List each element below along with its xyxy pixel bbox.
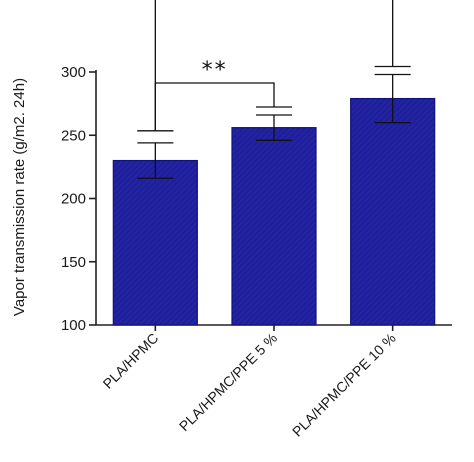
y-tick-label: 100 (61, 317, 86, 334)
x-tick-label: PLA/HPMC (100, 330, 162, 392)
bar (350, 97, 436, 326)
x-tick-label: PLA/HPMC/PPE 10 % (289, 330, 399, 440)
y-tick-label: 200 (61, 191, 86, 208)
bar (112, 159, 198, 326)
bar (231, 127, 317, 326)
significance-label: ** (202, 58, 228, 83)
error-bars (137, 73, 411, 179)
y-tick-label: 300 (61, 64, 86, 81)
significance-brackets: ***** (137, 0, 411, 132)
y-tick-label: 150 (61, 254, 86, 271)
significance-bracket (154, 0, 394, 131)
x-tick-label: PLA/HPMC/PPE 5 % (176, 330, 280, 434)
y-axis-label: Vapor transmission rate (g/m2. 24h) (11, 78, 28, 316)
y-tick-label: 250 (61, 127, 86, 144)
bars (112, 97, 436, 326)
